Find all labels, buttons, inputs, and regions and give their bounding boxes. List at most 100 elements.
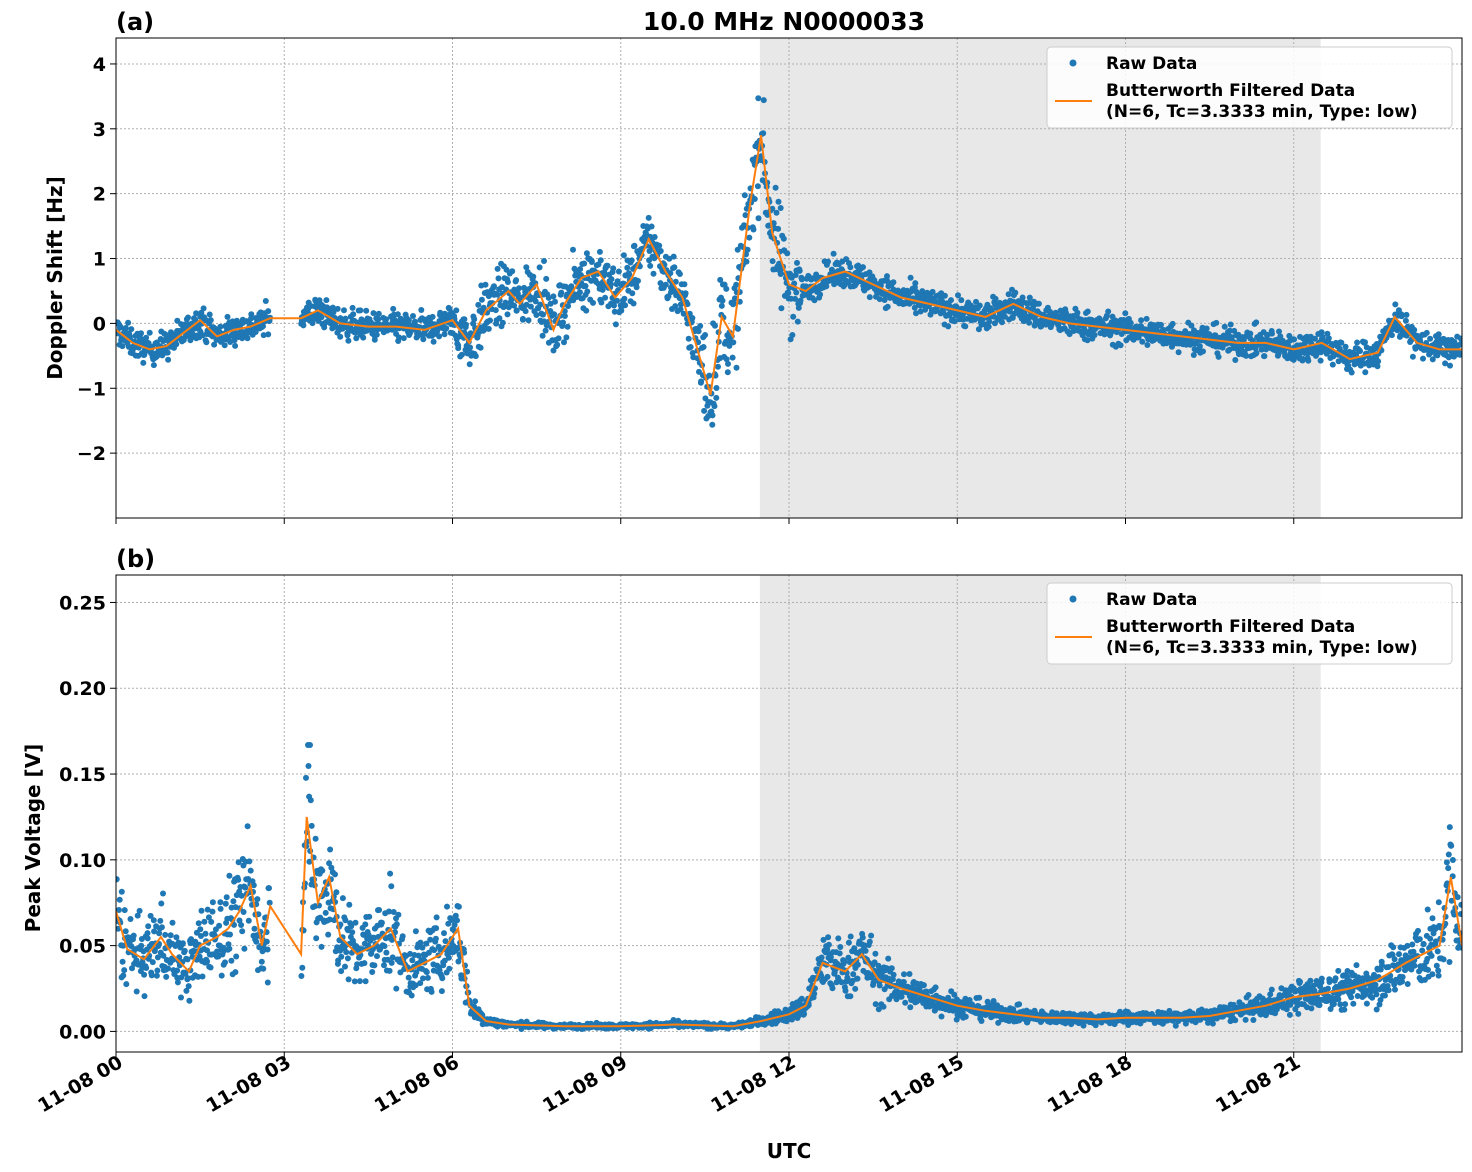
raw-data-point	[420, 336, 427, 343]
raw-data-point	[845, 954, 852, 961]
raw-data-point	[198, 907, 205, 914]
raw-data-point	[697, 323, 704, 329]
raw-data-point	[656, 242, 663, 249]
raw-data-point	[824, 946, 831, 953]
raw-data-point	[446, 965, 453, 972]
raw-data-point	[305, 763, 312, 769]
raw-data-point	[464, 968, 471, 975]
raw-data-point	[696, 368, 702, 375]
raw-data-point	[509, 268, 516, 275]
raw-data-point	[1196, 343, 1203, 350]
raw-data-point	[1247, 330, 1254, 337]
raw-data-point	[235, 876, 242, 883]
raw-data-point	[410, 313, 416, 319]
raw-data-point	[244, 823, 251, 830]
raw-data-point	[427, 936, 434, 943]
raw-data-point	[264, 946, 271, 953]
raw-data-point	[1362, 369, 1369, 376]
raw-data-point	[590, 299, 596, 306]
raw-data-point	[1305, 357, 1312, 364]
raw-data-point	[1268, 986, 1275, 993]
raw-data-point	[205, 914, 212, 921]
raw-data-point	[225, 941, 232, 948]
raw-data-point	[1329, 995, 1336, 1001]
raw-data-point	[561, 339, 567, 346]
raw-data-point	[1362, 339, 1368, 346]
raw-data-point	[862, 947, 869, 954]
raw-data-point	[393, 985, 400, 992]
raw-data-point	[258, 958, 265, 965]
raw-data-point	[233, 317, 240, 324]
raw-data-point	[1190, 352, 1197, 358]
raw-data-point	[938, 1013, 945, 1020]
raw-data-point	[835, 935, 842, 942]
raw-data-point	[854, 975, 861, 982]
raw-data-point	[388, 883, 395, 890]
raw-data-point	[1026, 294, 1033, 301]
raw-data-point	[344, 332, 351, 339]
raw-data-point	[204, 958, 211, 965]
raw-data-point	[836, 950, 843, 957]
raw-data-point	[123, 981, 130, 988]
raw-data-point	[582, 283, 589, 289]
raw-data-point	[342, 917, 349, 924]
raw-data-point	[1348, 994, 1355, 1001]
raw-data-point	[775, 225, 782, 232]
raw-data-point	[1243, 352, 1250, 359]
filtered-data-line	[116, 135, 1462, 396]
raw-data-point	[413, 969, 420, 976]
raw-data-point	[197, 926, 204, 933]
raw-data-point	[711, 403, 718, 410]
raw-data-point	[901, 971, 907, 978]
raw-data-point	[1283, 1006, 1290, 1013]
raw-data-point	[442, 938, 449, 945]
raw-data-point	[851, 945, 858, 952]
raw-data-point	[1286, 1011, 1293, 1018]
raw-data-point	[563, 334, 570, 341]
raw-data-point	[725, 360, 731, 367]
raw-data-point	[418, 307, 425, 313]
raw-data-point	[713, 385, 720, 391]
raw-data-point	[387, 870, 394, 877]
raw-data-point	[253, 938, 260, 945]
raw-data-point	[1264, 331, 1271, 338]
raw-data-point	[890, 279, 897, 286]
raw-data-point	[160, 890, 166, 897]
raw-data-point	[847, 993, 854, 1000]
raw-data-point	[328, 864, 335, 871]
raw-data-point	[444, 903, 450, 910]
raw-data-point	[884, 303, 891, 310]
raw-data-point	[440, 962, 447, 969]
raw-data-point	[303, 774, 309, 781]
y-tick-label: 0.25	[59, 592, 106, 614]
raw-data-point	[375, 316, 382, 323]
raw-data-point	[463, 321, 469, 328]
raw-data-point	[842, 987, 849, 994]
raw-data-point	[455, 958, 462, 965]
raw-data-point	[381, 962, 387, 969]
raw-data-point	[343, 949, 350, 956]
raw-data-point	[1357, 348, 1363, 355]
raw-data-point	[932, 984, 939, 991]
raw-data-point	[211, 341, 218, 348]
raw-data-point	[455, 944, 461, 951]
raw-data-point	[913, 310, 919, 317]
raw-data-point	[550, 347, 557, 354]
raw-data-point	[614, 297, 621, 304]
raw-data-point	[1373, 1006, 1380, 1013]
raw-data-point	[885, 955, 892, 962]
raw-data-point	[631, 242, 638, 249]
y-tick-label: 4	[93, 54, 106, 76]
raw-data-point	[618, 307, 625, 314]
raw-data-point	[362, 921, 369, 928]
raw-data-point	[174, 979, 181, 986]
raw-data-point	[523, 264, 530, 271]
raw-data-point	[570, 246, 576, 253]
raw-data-point	[1363, 1000, 1370, 1007]
raw-data-point	[852, 985, 859, 992]
raw-data-point	[1376, 1001, 1383, 1008]
raw-data-point	[1342, 1001, 1349, 1008]
raw-data-points	[116, 95, 1462, 428]
raw-data-point	[1458, 340, 1462, 347]
raw-data-point	[119, 343, 126, 350]
